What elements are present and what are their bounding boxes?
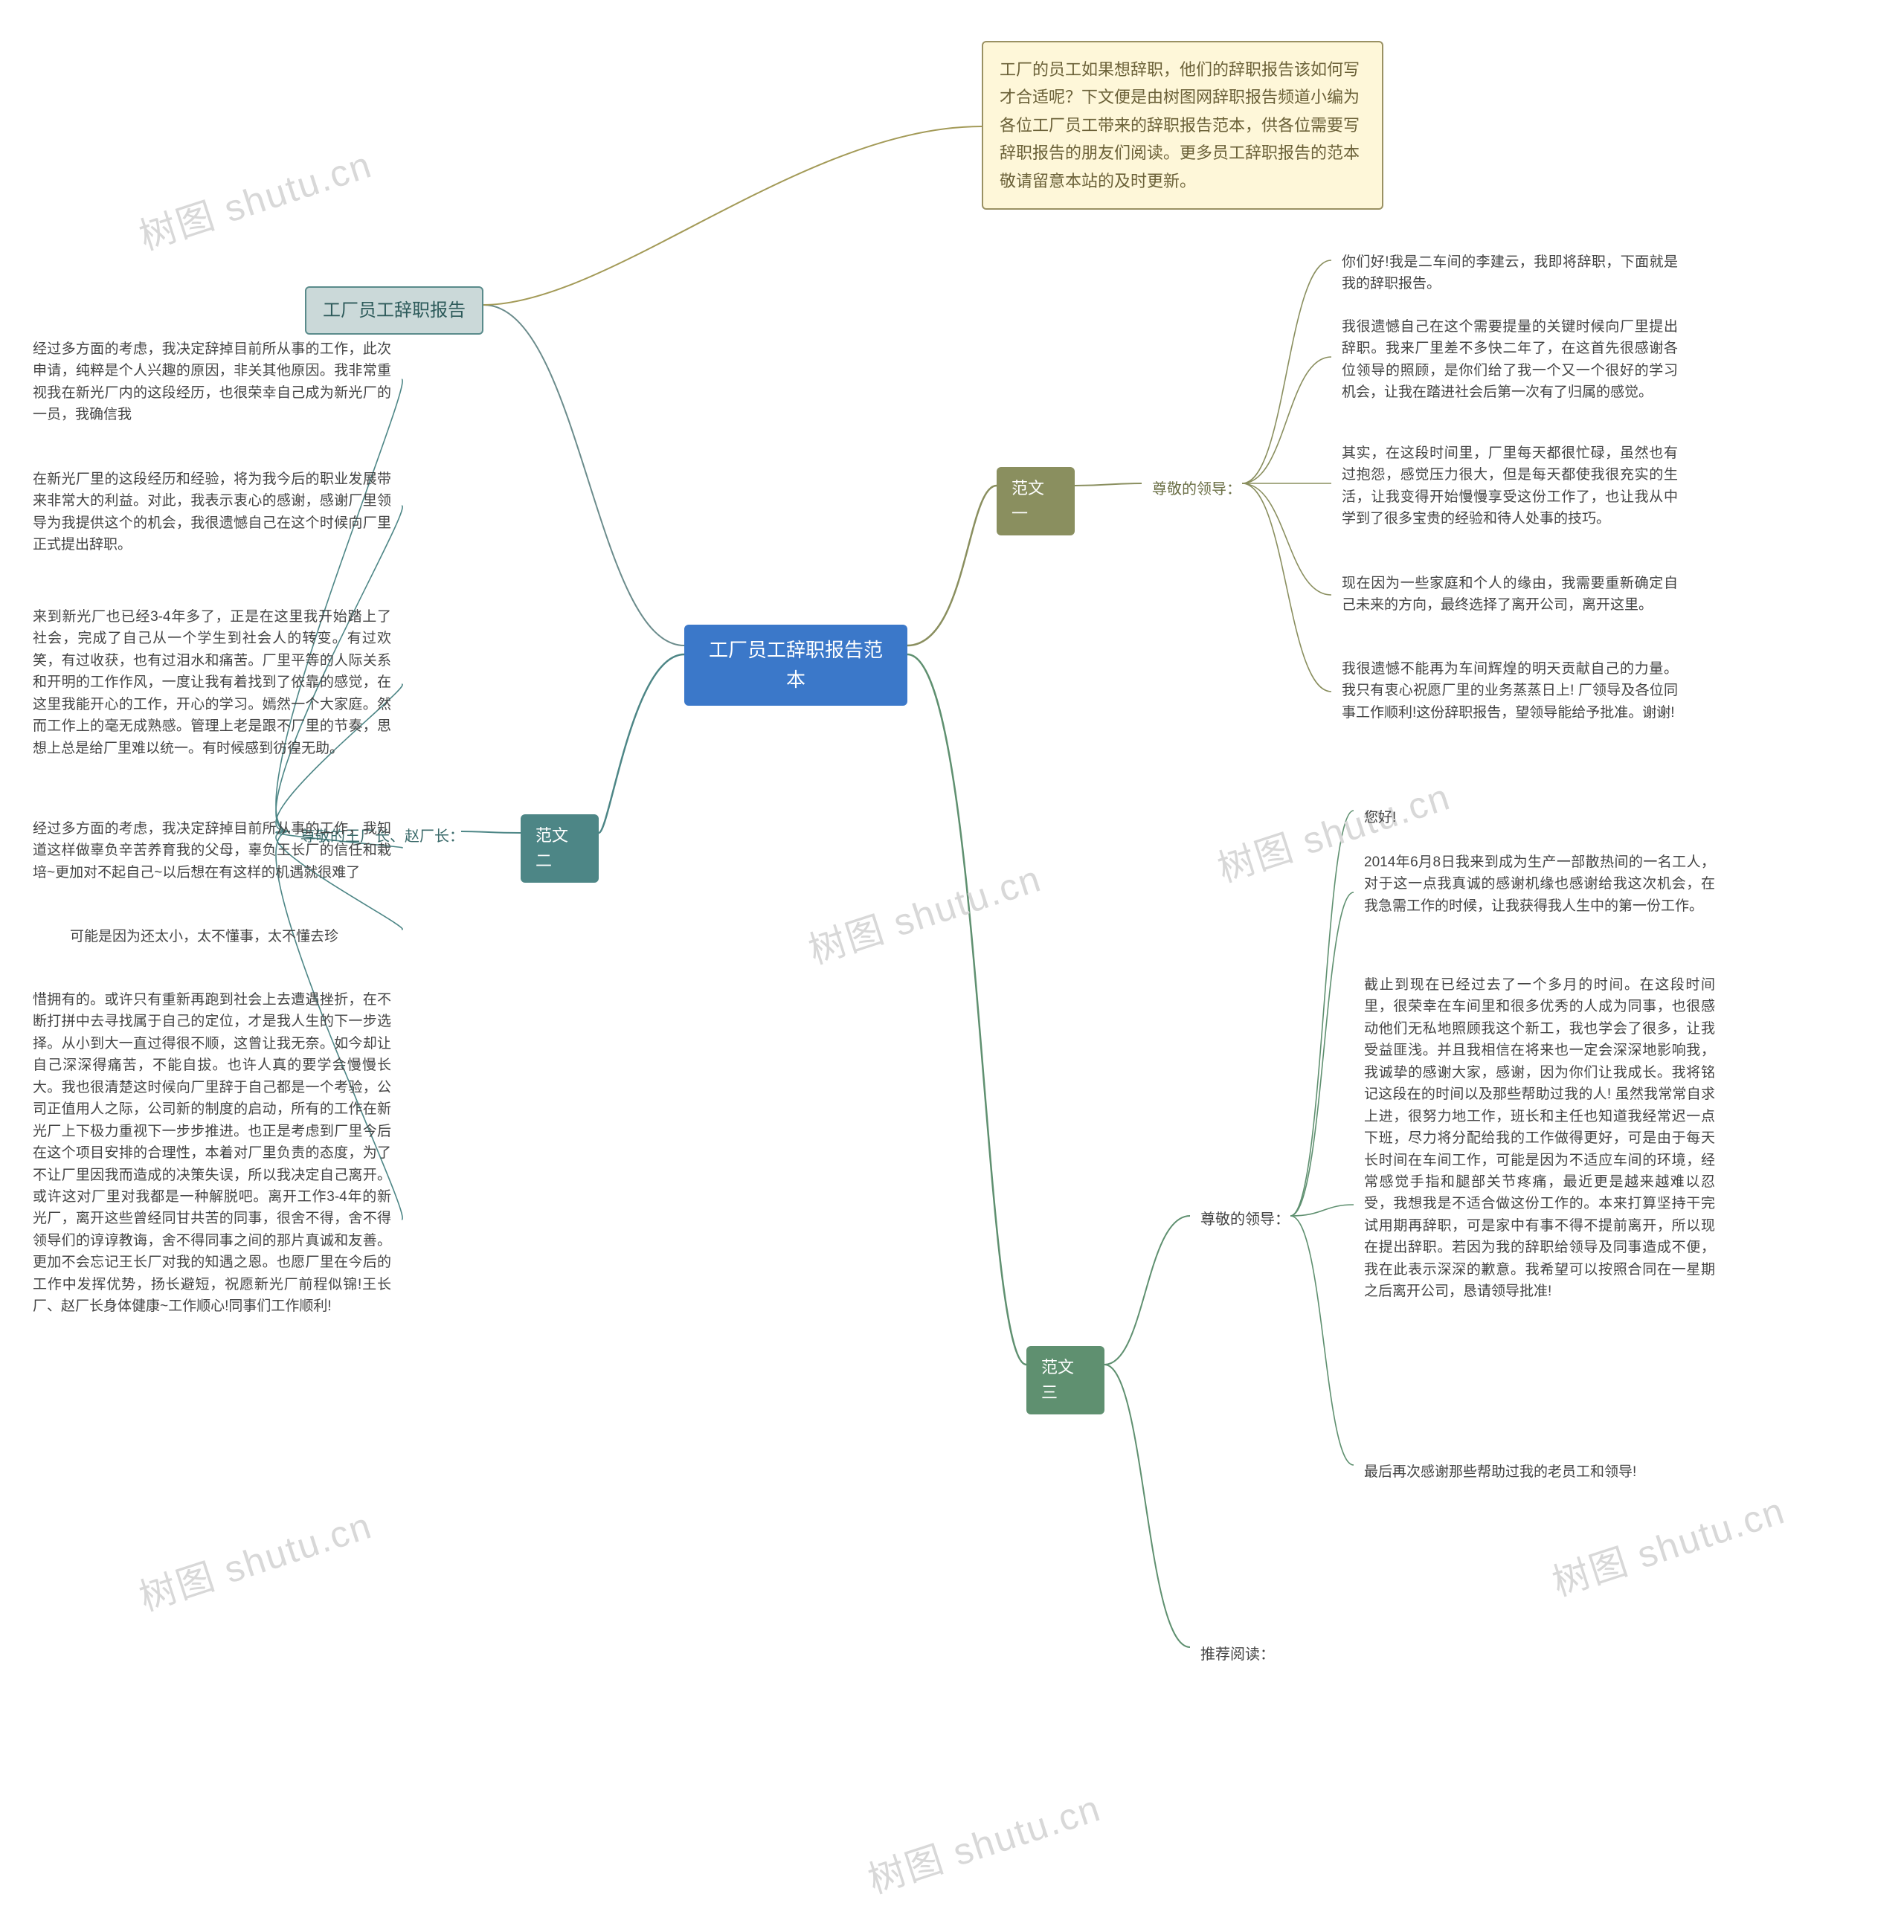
label-l3: 尊敬的领导： <box>1190 1201 1300 1239</box>
watermark: 树图 shutu.cn <box>1545 1481 1791 1607</box>
category-c3: 范文三 <box>1026 1346 1104 1414</box>
edge <box>1242 260 1331 483</box>
label-l4: 推荐阅读： <box>1190 1636 1285 1674</box>
edge <box>1242 483 1331 595</box>
leaf-text: 可能是因为还太小，太不懂事，太不懂去珍 <box>60 918 402 955</box>
edge <box>599 654 684 833</box>
label-l1: 尊敬的领导： <box>1142 471 1252 509</box>
edge <box>1242 483 1331 692</box>
edge <box>1242 357 1331 483</box>
edge <box>1290 1216 1354 1465</box>
edge <box>483 305 684 645</box>
watermark: 树图 shutu.cn <box>132 135 378 261</box>
leaf-text: 惜拥有的。或许只有重新再跑到社会上去遭遇挫折，在不断打拼中去寻找属于自己的定位，… <box>22 982 402 1325</box>
leaf-text: 截止到现在已经过去了一个多月的时间。在这段时间里，很荣幸在车间里和很多优秀的人成… <box>1354 967 1726 1310</box>
category-c2: 范文二 <box>521 814 599 883</box>
leaf-text: 在新光厂里的这段经历和经验，将为我今后的职业发展带来非常大的利益。对此，我表示衷… <box>22 461 402 564</box>
edge <box>907 654 1026 1365</box>
leaf-text: 经过多方面的考虑，我决定辞掉目前所从事的工作，我知道这样做辜负辛苦养育我的父母，… <box>22 811 402 891</box>
title-box: 工厂员工辞职报告 <box>305 286 483 335</box>
leaf-text: 您好! <box>1354 799 1421 836</box>
leaf-text: 2014年6月8日我来到成为生产一部散热间的一名工人，对于这一点我真诚的感谢机缘… <box>1354 844 1726 924</box>
edge <box>907 486 997 645</box>
leaf-text: 我很遗憾不能再为车间辉煌的明天贡献自己的力量。我只有衷心祝愿厂里的业务蒸蒸日上!… <box>1331 651 1688 731</box>
edge <box>1104 1365 1190 1647</box>
intro-box: 工厂的员工如果想辞职，他们的辞职报告该如何写才合适呢？下文便是由树图网辞职报告频… <box>982 41 1383 210</box>
watermark: 树图 shutu.cn <box>801 849 1047 975</box>
root-node: 工厂员工辞职报告范本 <box>684 625 907 706</box>
category-c1: 范文一 <box>997 467 1075 535</box>
leaf-text: 我很遗憾自己在这个需要提量的关键时候向厂里提出辞职。我来厂里差不多快二年了，在这… <box>1331 309 1688 411</box>
edge <box>1290 811 1354 1216</box>
edge <box>1075 483 1142 486</box>
edge <box>1290 892 1354 1216</box>
watermark: 树图 shutu.cn <box>132 1496 378 1622</box>
edge <box>483 126 982 305</box>
leaf-text: 你们好!我是二车间的李建云，我即将辞职，下面就是我的辞职报告。 <box>1331 244 1688 303</box>
leaf-text: 来到新光厂也已经3-4年多了，正是在这里我开始踏上了社会，完成了自己从一个学生到… <box>22 599 402 767</box>
leaf-text: 其实，在这段时间里，厂里每天都很忙碌，虽然也有过抱怨，感觉压力很大，但是每天都使… <box>1331 435 1688 538</box>
watermark: 树图 shutu.cn <box>861 1779 1107 1904</box>
edge <box>1104 1216 1190 1365</box>
leaf-text: 经过多方面的考虑，我决定辞掉目前所从事的工作，此次申请，纯粹是个人兴趣的原因，非… <box>22 331 402 434</box>
leaf-text: 最后再次感谢那些帮助过我的老员工和领导! <box>1354 1454 1726 1490</box>
leaf-text: 现在因为一些家庭和个人的缘由，我需要重新确定自己未来的方向，最终选择了离开公司，… <box>1331 565 1688 624</box>
